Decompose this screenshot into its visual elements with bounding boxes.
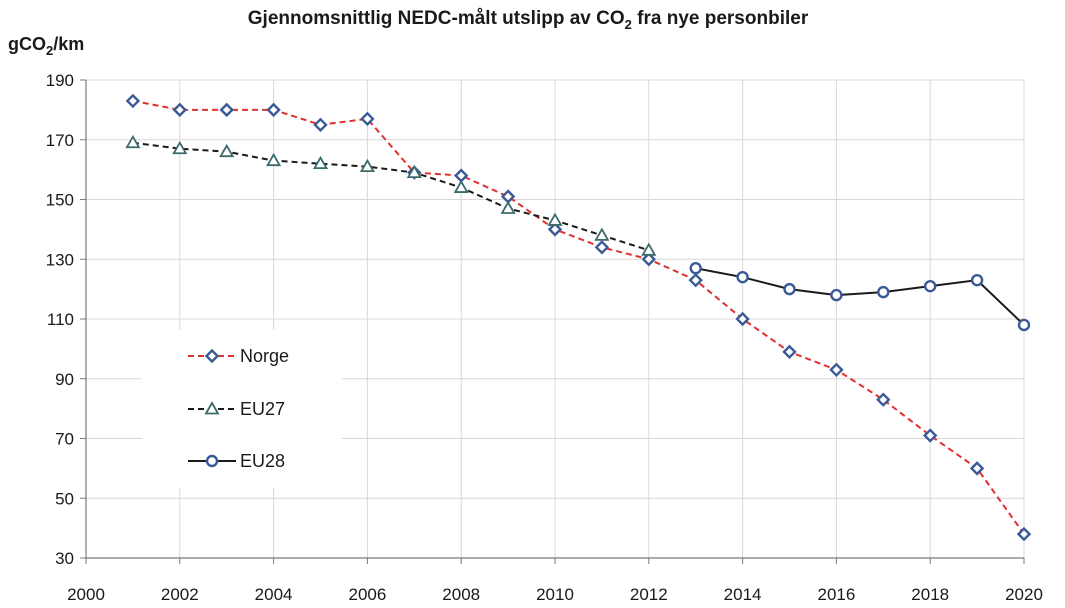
legend-label-norge: Norge — [240, 346, 289, 366]
series-line-norge — [132, 99, 1025, 535]
x-tick-label: 2010 — [536, 585, 574, 604]
data-point-eu28 — [783, 282, 796, 296]
data-point-eu27 — [125, 134, 141, 149]
y-tick-label: 70 — [55, 430, 74, 449]
series-eu27 — [125, 134, 657, 256]
data-point-norge — [641, 252, 656, 267]
data-point-norge — [735, 311, 750, 327]
chart-title-subscript: 2 — [625, 17, 632, 32]
x-tick-label: 2004 — [255, 585, 293, 604]
x-tick-label: 2006 — [348, 585, 386, 604]
legend-box — [142, 330, 342, 488]
data-point-eu27 — [453, 179, 469, 193]
x-tick-label: 2000 — [67, 585, 105, 604]
x-tick-label: 2018 — [911, 585, 949, 604]
x-tick-label: 2020 — [1005, 585, 1043, 604]
data-point-norge — [782, 344, 797, 360]
y-tick-label: 90 — [55, 370, 74, 389]
data-point-norge — [219, 102, 234, 118]
data-point-norge — [1016, 526, 1032, 542]
y-axis-label-main: gCO — [8, 34, 46, 54]
chart-title-end: fra nye personbiler — [632, 8, 809, 29]
x-tick-label: 2016 — [817, 585, 855, 604]
y-tick-label: 150 — [46, 191, 74, 210]
data-point-norge — [594, 240, 610, 255]
series-line-eu27 — [132, 141, 650, 252]
y-axis-label-subscript: 2 — [46, 43, 53, 58]
data-point-eu27 — [312, 155, 329, 170]
data-point-eu28 — [1017, 318, 1031, 332]
data-point-eu27 — [406, 164, 422, 179]
data-point-eu27 — [172, 140, 188, 155]
y-tick-label: 30 — [55, 549, 74, 568]
legend: Norge EU27 EU28 — [142, 330, 342, 488]
series-norge — [125, 93, 1032, 542]
data-point-norge — [125, 93, 141, 109]
x-tick-label: 2008 — [442, 585, 480, 604]
y-axis-label-end: /km — [53, 34, 84, 54]
data-point-eu28 — [970, 273, 984, 287]
data-point-norge — [547, 222, 563, 237]
chart-title-main: Gjennomsnittlig NEDC-målt utslipp av CO — [248, 8, 625, 29]
legend-label-eu27: EU27 — [240, 399, 285, 419]
data-point-norge — [313, 117, 328, 133]
x-tick-label: 2012 — [630, 585, 668, 604]
data-point-norge — [266, 102, 281, 118]
y-tick-label: 130 — [46, 250, 74, 269]
data-point-eu27 — [547, 212, 563, 226]
legend-label-eu28: EU28 — [240, 451, 285, 471]
data-point-norge — [876, 392, 891, 407]
y-tick-label: 170 — [46, 131, 74, 150]
y-tick-label: 190 — [46, 71, 74, 90]
y-tick-label: 50 — [55, 489, 74, 508]
data-point-norge — [829, 362, 844, 377]
data-point-eu27 — [219, 143, 235, 158]
y-tick-label: 110 — [47, 310, 74, 329]
series-eu28 — [689, 262, 1031, 332]
data-point-eu27 — [266, 152, 282, 167]
data-point-norge — [688, 272, 703, 288]
data-point-eu28 — [830, 288, 843, 302]
data-point-eu28 — [689, 262, 702, 275]
data-point-norge — [172, 102, 187, 118]
x-tick-labels: 2000 2002 2004 2006 2008 2010 2012 2014 2016 2018… — [67, 558, 1043, 604]
data-point-eu28 — [924, 279, 937, 293]
x-tick-label: 2014 — [724, 585, 762, 604]
chart-title: Gjennomsnittlig NEDC-målt utslipp av CO2… — [248, 8, 809, 32]
data-point-norge — [969, 461, 985, 476]
data-point-norge — [360, 111, 375, 127]
data-point-eu27 — [359, 158, 375, 173]
data-point-eu27 — [500, 200, 516, 214]
series-line-eu28 — [695, 267, 1025, 326]
data-point-eu27 — [594, 227, 610, 241]
legend-marker-norge — [204, 348, 220, 364]
x-tick-label: 2002 — [161, 585, 199, 604]
y-axis-label: gCO2/km — [8, 34, 84, 58]
data-point-eu27 — [641, 242, 657, 256]
data-point-norge — [923, 428, 938, 443]
legend-marker-eu27 — [204, 401, 220, 415]
data-point-eu28 — [877, 285, 890, 299]
legend-marker-eu28 — [205, 454, 219, 468]
data-point-eu28 — [736, 270, 749, 284]
y-tick-labels: 30 50 70 90 110 130 150 170 190 — [46, 71, 86, 568]
